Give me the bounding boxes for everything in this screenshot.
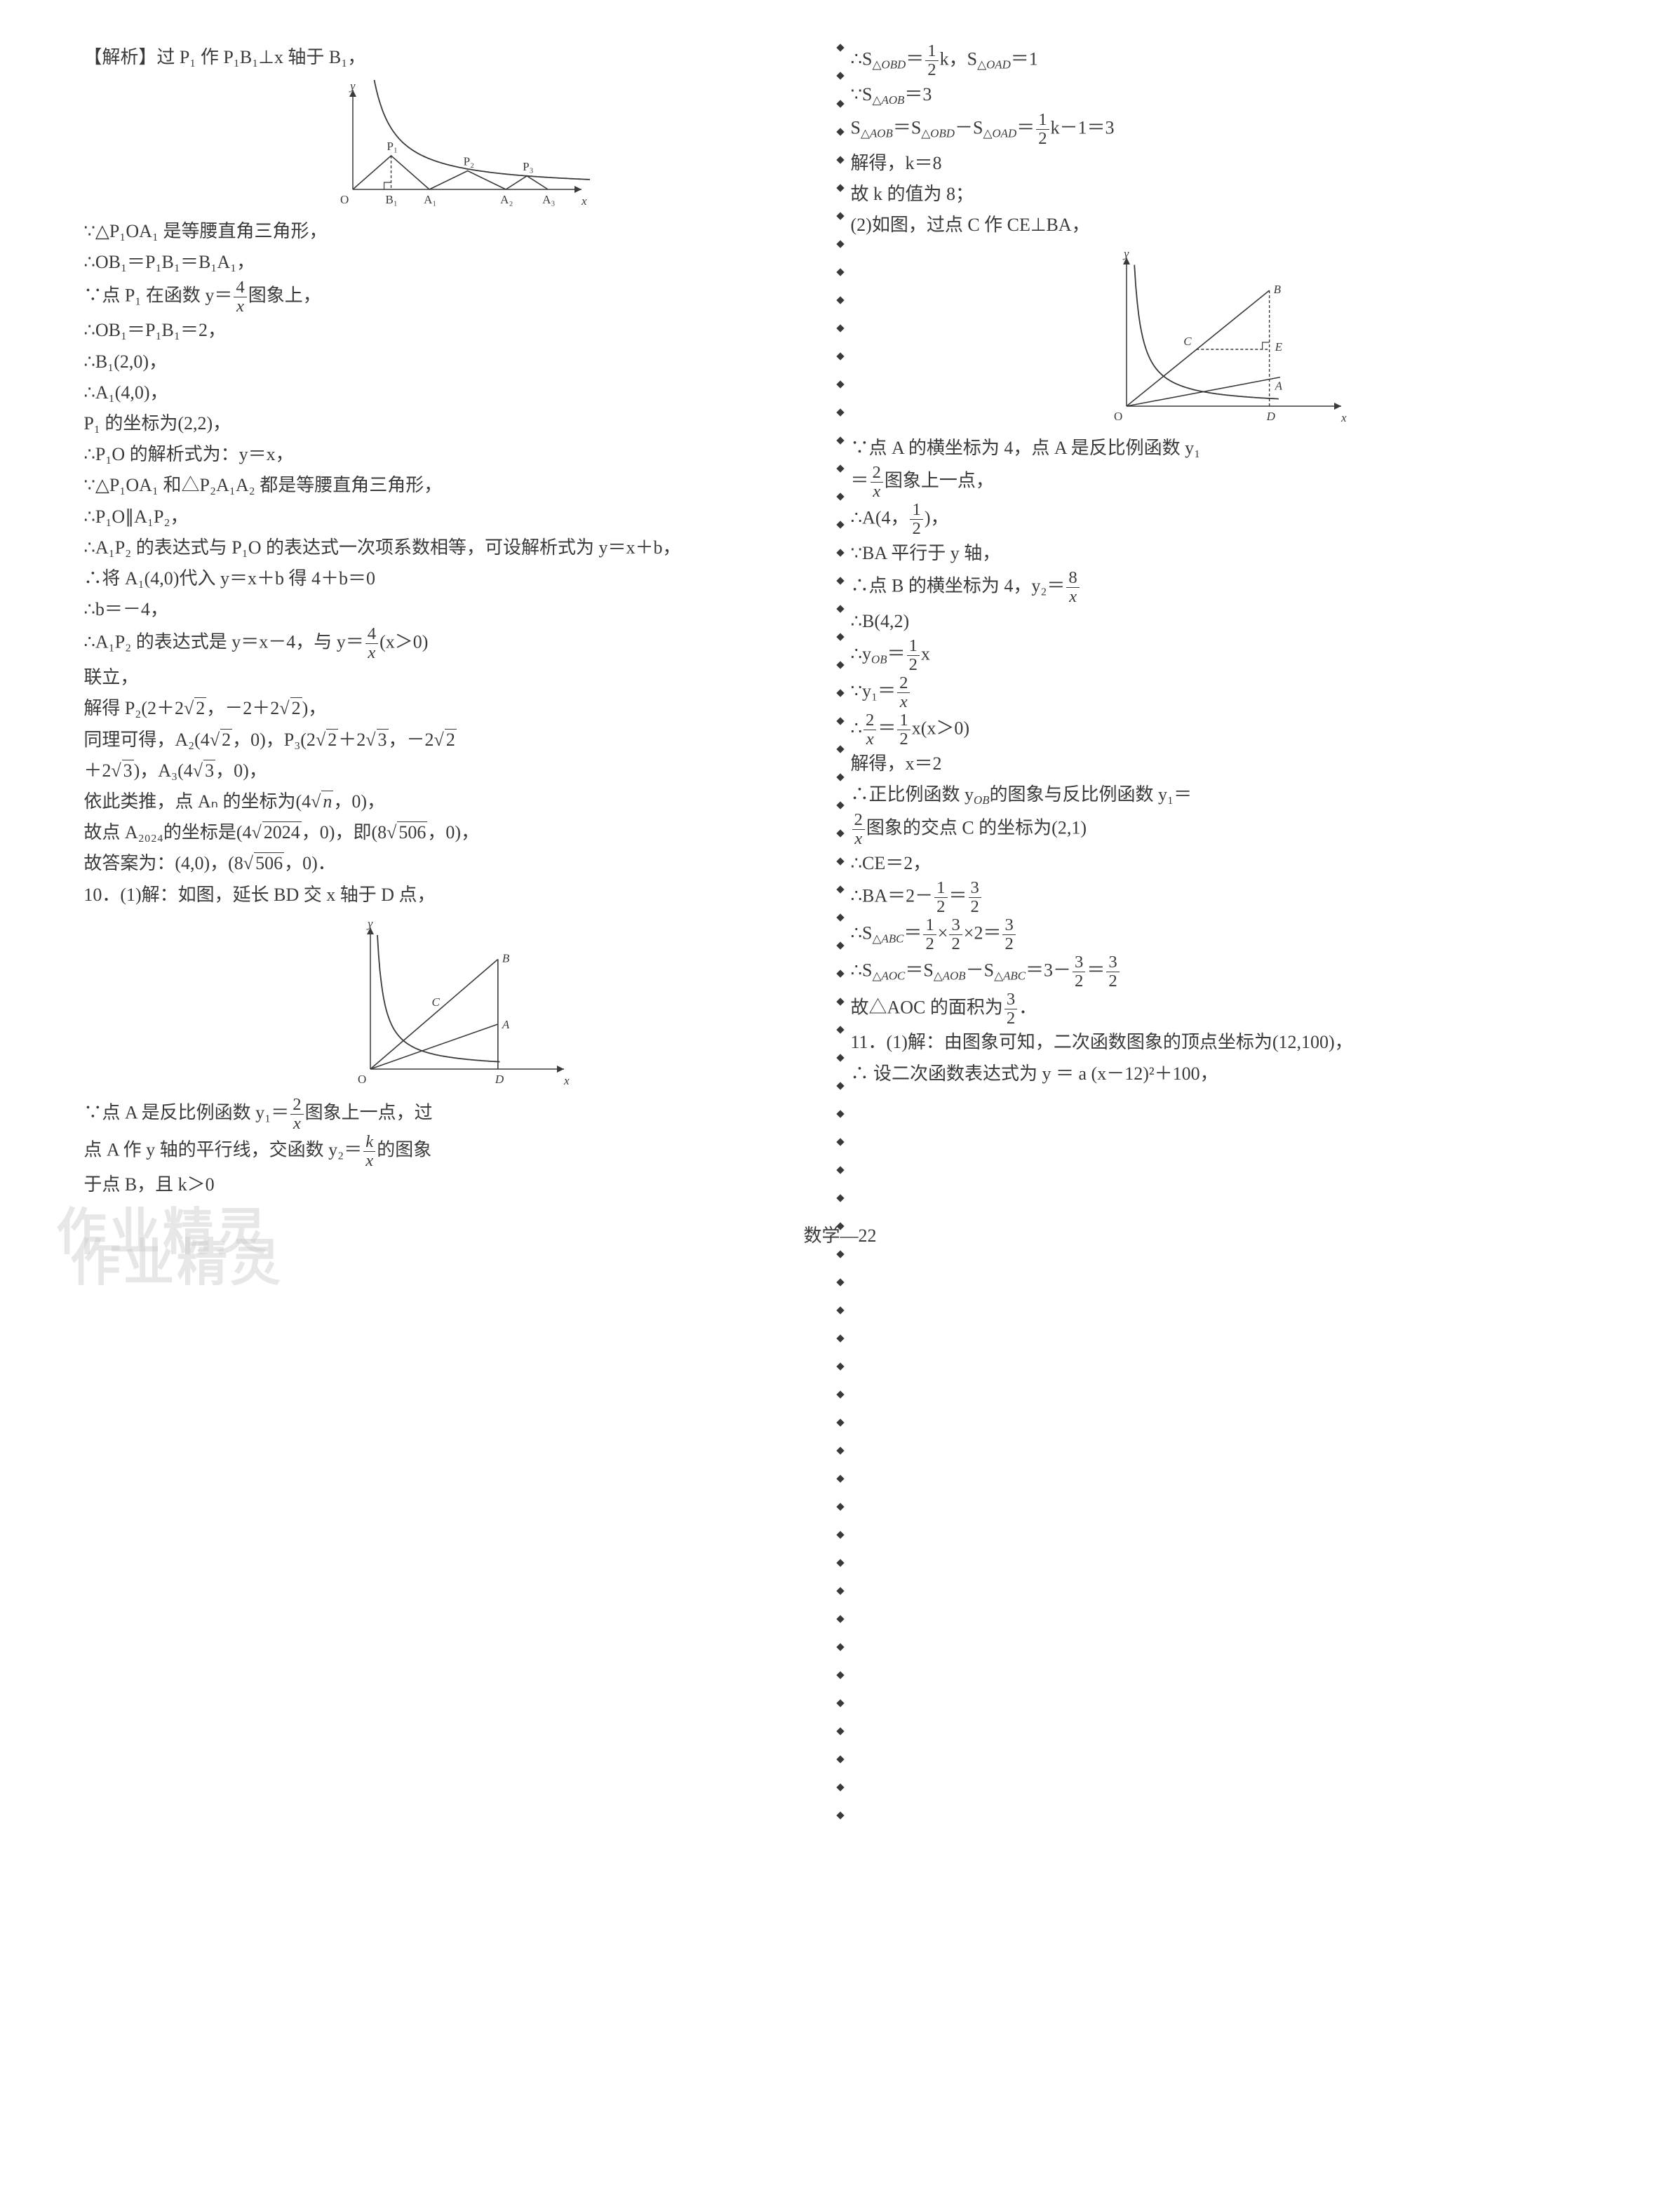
text-line: ∴A₁(4,0)， (83, 377, 829, 408)
text-line: ∴S△AOC＝S△AOB－S△ABC＝3－32＝32 (851, 953, 1597, 991)
text-line: 故△AOC 的面积为32． (851, 991, 1597, 1028)
svg-text:y: y (349, 80, 356, 93)
svg-text:B: B (502, 951, 510, 965)
text-line: ∵点 A 是反比例函数 y₁＝2x图象上一点，过 (83, 1096, 829, 1133)
svg-text:x: x (1340, 411, 1347, 424)
text-line: ∵点 A 的横坐标为 4，点 A 是反比例函数 y₁ (851, 433, 1597, 464)
svg-text:P₂: P₂ (464, 155, 474, 168)
text-line: ∴P₁O 的解析式为：y＝x， (83, 439, 829, 470)
text-line: P₁ 的坐标为(2,2)， (83, 408, 829, 439)
text-line: 故答案为：(4,0)，(8√506，0)． (83, 848, 829, 879)
text-line: 于点 B，且 k＞0 (83, 1169, 829, 1200)
text-line: ∴OB₁＝P₁B₁＝2， (83, 315, 829, 346)
text-line: ∵△P₁OA₁ 是等腰直角三角形， (83, 216, 829, 247)
svg-text:A₂: A₂ (500, 193, 513, 206)
text-line: 2x图象的交点 C 的坐标为(2,1) (851, 811, 1597, 848)
text-line: ∴yOB＝12x (851, 637, 1597, 674)
text-line: ∴b＝－4， (83, 594, 829, 625)
column-divider (840, 42, 841, 1201)
text-line: ∴S△OBD＝12k，S△OAD＝1 (851, 42, 1597, 79)
text-line: 解得，x＝2 (851, 748, 1597, 779)
text-line: 【解析】过 P₁ 作 P₁B₁⊥x 轴于 B₁， (83, 42, 829, 73)
text-line: ＝2x图象上一点， (851, 464, 1597, 501)
text-line: ∴P₁O∥A₁P₂， (83, 502, 829, 532)
svg-text:O: O (340, 193, 349, 206)
svg-text:B₁: B₁ (385, 193, 397, 206)
svg-text:x: x (581, 194, 587, 208)
text-line: 故点 A₂₀₂₄的坐标是(4√2024，0)，即(8√506，0)， (83, 817, 829, 848)
text-line: ∴B(4,2) (851, 606, 1597, 637)
svg-text:P₁: P₁ (387, 140, 397, 153)
svg-text:A: A (502, 1018, 510, 1031)
text-line: ∵△P₁OA₁ 和△P₂A₁A₂ 都是等腰直角三角形， (83, 470, 829, 501)
svg-text:A₃: A₃ (542, 193, 555, 206)
right-column: ∴S△OBD＝12k，S△OAD＝1∵S△AOB＝3S△AOB＝S△OBD－S△… (851, 42, 1597, 1201)
text-line: ∴点 B 的横坐标为 4，y₂＝8x (851, 569, 1597, 606)
two-column-layout: 【解析】过 P₁ 作 P₁B₁⊥x 轴于 B₁， Ox y P₁ P₂ P₃ B₁ A₁ A₂ A… (63, 42, 1617, 1201)
text-line: ∴B₁(2,0)， (83, 347, 829, 377)
svg-text:D: D (495, 1073, 504, 1086)
text-line: ∴BA＝2－12＝32 (851, 879, 1597, 916)
text-line: ∴正比例函数 yOB的图象与反比例函数 y₁＝ (851, 779, 1597, 811)
svg-text:A: A (1275, 380, 1283, 393)
svg-text:E: E (1275, 340, 1283, 354)
text-line: ∴A₁P₂ 的表达式是 y＝x－4，与 y＝4x(x＞0) (83, 625, 829, 662)
text-line: 故 k 的值为 8； (851, 179, 1597, 210)
svg-text:O: O (1114, 410, 1122, 423)
text-line: (2)如图，过点 C 作 CE⊥BA， (851, 210, 1597, 241)
figure-fig2: Ox y B A C D (341, 918, 572, 1093)
text-line: ∴CE＝2， (851, 848, 1597, 879)
text-line: 解得，k＝8 (851, 148, 1597, 179)
text-line: 10．(1)解：如图，延长 BD 交 x 轴于 D 点， (83, 880, 829, 911)
text-line: 11．(1)解：由图象可知，二次函数图象的顶点坐标为(12,100)， (851, 1027, 1597, 1058)
text-line: 联立， (83, 662, 829, 693)
text-line: ∴OB₁＝P₁B₁＝B₁A₁， (83, 247, 829, 278)
text-line: ∴A(4，12)， (851, 501, 1597, 538)
text-line: ∵S△AOB＝3 (851, 79, 1597, 111)
svg-text:D: D (1266, 410, 1276, 423)
svg-text:B: B (1274, 283, 1282, 296)
svg-text:y: y (1122, 248, 1129, 260)
svg-text:y: y (366, 918, 373, 930)
svg-text:A₁: A₁ (424, 193, 436, 206)
text-line: ∵y₁＝2x (851, 674, 1597, 711)
text-line: S△AOB＝S△OBD－S△OAD＝12k－1＝3 (851, 111, 1597, 148)
text-line: ∴将 A₁(4,0)代入 y＝x＋b 得 4＋b＝0 (83, 563, 829, 594)
text-line: 点 A 作 y 轴的平行线，交函数 y₂＝kx的图象 (83, 1133, 829, 1170)
svg-text:O: O (358, 1073, 366, 1086)
figure-fig1: Ox y P₁ P₂ P₃ B₁ A₁ A₂ A₃ (323, 80, 590, 213)
text-line: ∴ 设二次函数表达式为 y ＝ a (x－12)²＋100， (851, 1059, 1597, 1089)
text-line: ∴A₁P₂ 的表达式与 P₁O 的表达式一次项系数相等，可设解析式为 y＝x＋b… (83, 532, 829, 563)
text-line: ∵点 P₁ 在函数 y＝4x图象上， (83, 278, 829, 316)
text-line: ∴2x＝12x(x＞0) (851, 711, 1597, 748)
text-line: ＋2√3)，A₃(4√3，0)， (83, 756, 829, 786)
text-line: ∵BA 平行于 y 轴， (851, 538, 1597, 569)
svg-text:C: C (431, 995, 440, 1009)
svg-text:x: x (563, 1074, 570, 1087)
text-line: 解得 P₂(2＋2√2，－2＋2√2)， (83, 693, 829, 724)
text-line: 同理可得，A₂(4√2，0)，P₃(2√2＋2√3，－2√2 (83, 725, 829, 756)
text-line: ∴S△ABC＝12×32×2＝32 (851, 916, 1597, 953)
text-line: 依此类推，点 Aₙ 的坐标为(4√n，0)， (83, 786, 829, 817)
left-column: 【解析】过 P₁ 作 P₁B₁⊥x 轴于 B₁， Ox y P₁ P₂ P₃ B₁ A₁ A₂ A… (83, 42, 829, 1201)
figure-fig3: Ox y B A C D E (1097, 248, 1350, 430)
svg-text:C: C (1183, 335, 1192, 348)
svg-text:P₃: P₃ (523, 160, 533, 173)
